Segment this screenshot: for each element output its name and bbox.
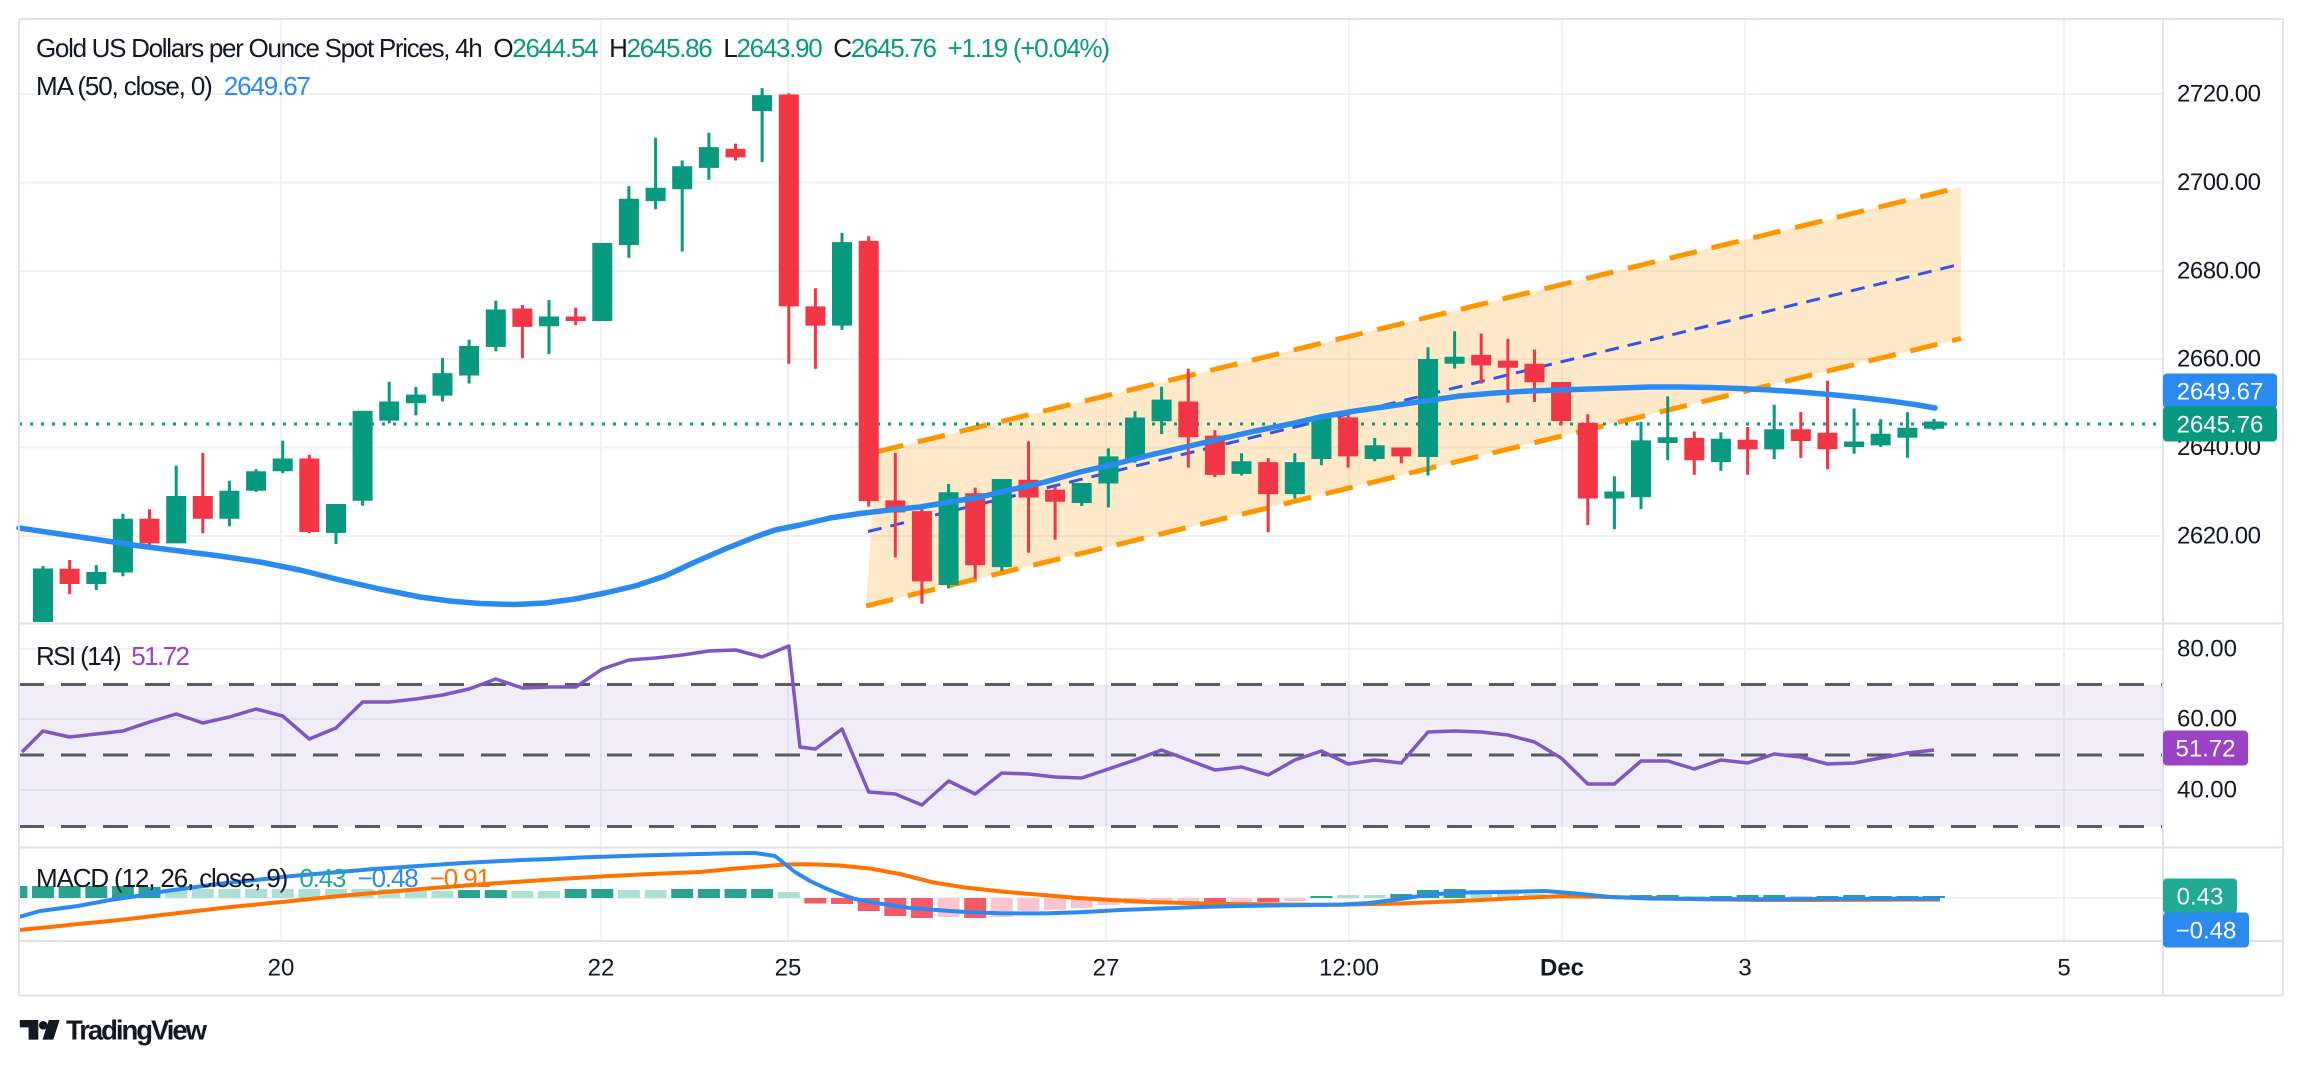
svg-text:22: 22 (588, 955, 615, 982)
svg-text:27: 27 (1093, 955, 1120, 982)
svg-text:MACD (12, 26, close, 9) 0.43: MACD (12, 26, close, 9) 0.43 −0.48 −0.91 (36, 863, 491, 893)
svg-text:3: 3 (1738, 955, 1751, 982)
svg-text:2620.00: 2620.00 (2177, 523, 2261, 550)
svg-text:2680.00: 2680.00 (2177, 258, 2261, 285)
svg-text:51.72: 51.72 (2175, 736, 2235, 763)
svg-text:2720.00: 2720.00 (2177, 81, 2261, 108)
svg-text:Dec: Dec (1540, 955, 1584, 982)
svg-text:80.00: 80.00 (2177, 636, 2237, 663)
svg-text:MA (50, close, 0) 2649.67: MA (50, close, 0) 2649.67 (36, 71, 311, 101)
svg-text:Gold US Dollars per Ounce Spot: Gold US Dollars per Ounce Spot Prices, 4… (36, 33, 1110, 63)
svg-text:TradingView: TradingView (66, 1015, 208, 1046)
svg-text:2649.67: 2649.67 (2177, 379, 2264, 406)
svg-text:−0.48: −0.48 (2176, 918, 2237, 945)
svg-text:25: 25 (775, 955, 802, 982)
svg-text:0.43: 0.43 (2177, 884, 2224, 911)
svg-text:2700.00: 2700.00 (2177, 169, 2261, 196)
svg-text:40.00: 40.00 (2177, 777, 2237, 804)
svg-text:20: 20 (268, 955, 295, 982)
svg-text:5: 5 (2057, 955, 2070, 982)
svg-text:2660.00: 2660.00 (2177, 346, 2261, 373)
svg-text:60.00: 60.00 (2177, 706, 2237, 733)
svg-text:2645.76: 2645.76 (2177, 412, 2264, 439)
svg-text:RSI (14) 51.72: RSI (14) 51.72 (36, 641, 190, 671)
svg-text:12:00: 12:00 (1319, 955, 1379, 982)
